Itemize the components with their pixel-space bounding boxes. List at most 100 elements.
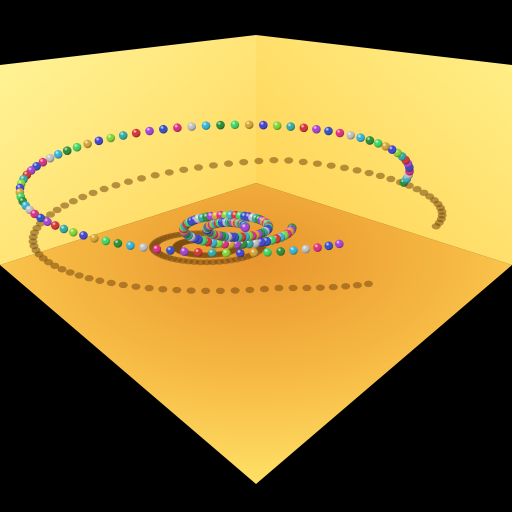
sphere (387, 145, 397, 154)
sphere-shadow (224, 160, 234, 167)
sphere-shadow (111, 182, 121, 189)
sphere-shadow (425, 193, 435, 200)
sphere (106, 133, 116, 143)
sphere (235, 248, 245, 258)
sphere-shadow (28, 233, 38, 241)
sphere (38, 157, 48, 167)
sphere-spiral (15, 120, 414, 258)
sphere (201, 121, 211, 130)
sphere (45, 153, 55, 163)
sphere-shadow (172, 286, 182, 294)
sphere (259, 120, 268, 130)
sphere-shadow (158, 285, 168, 293)
sphere (299, 123, 309, 133)
sphere (193, 248, 203, 257)
sphere (43, 217, 52, 227)
sphere (365, 136, 375, 145)
sphere-shadow (150, 172, 160, 179)
sphere-shadow (259, 285, 269, 293)
sphere-shadow (245, 286, 255, 294)
sphere (381, 142, 390, 151)
sphere (68, 227, 78, 237)
sphere-shadow (144, 284, 154, 292)
sphere (222, 248, 231, 258)
sphere (324, 126, 333, 136)
sphere (216, 120, 225, 130)
sphere (94, 136, 104, 146)
sphere (335, 128, 345, 138)
sphere-shadow (65, 269, 75, 276)
sphere-shadow (74, 272, 84, 279)
floor (0, 183, 512, 484)
sphere-shadow (78, 193, 88, 201)
sphere (276, 247, 285, 256)
sphere (187, 122, 196, 131)
sphere (59, 224, 69, 234)
sphere (79, 231, 88, 240)
sphere-shadow (123, 178, 133, 185)
sphere-shadow (239, 158, 249, 166)
sphere (272, 121, 282, 130)
sphere-shadow (208, 162, 218, 169)
sphere-shadow (179, 166, 189, 173)
sphere (356, 133, 365, 143)
sphere-shadow (352, 282, 362, 289)
sphere (313, 243, 322, 252)
sphere-shadow (386, 175, 396, 183)
sphere-shadow (68, 198, 78, 205)
sphere-shadow (326, 162, 336, 169)
sphere (244, 120, 254, 130)
sphere-shadow (274, 284, 284, 292)
sphere (249, 248, 259, 258)
sphere-shadow (46, 211, 56, 218)
sphere-shadow (328, 283, 338, 291)
sphere-shadow (186, 287, 196, 294)
sphere-shadow (284, 157, 294, 164)
sphere-shadow (137, 175, 147, 182)
sphere-shadow (375, 172, 385, 180)
sphere (301, 244, 311, 254)
sphere-shadow (84, 275, 94, 282)
sphere (72, 142, 82, 152)
sphere (334, 239, 344, 249)
sphere (230, 120, 240, 130)
sphere (126, 241, 135, 250)
sphere-shadow (99, 185, 109, 193)
sphere-shadow (352, 167, 362, 174)
sphere (208, 248, 217, 258)
sphere-shadow (230, 287, 240, 294)
sphere (346, 130, 355, 140)
sphere-shadow (288, 284, 298, 292)
sphere-shadow (339, 164, 349, 172)
sphere-shadow (364, 169, 374, 177)
sphere (53, 150, 63, 159)
sphere (173, 123, 182, 133)
sphere-shadow (106, 279, 116, 287)
sphere-shadow (363, 280, 373, 288)
sphere (62, 146, 72, 155)
sphere-shadow (269, 156, 279, 164)
sphere-shadow (88, 189, 98, 197)
sphere-shadow (118, 281, 128, 289)
sphere-shadow (50, 262, 60, 270)
sphere (145, 126, 154, 136)
sphere-shadow (193, 164, 203, 171)
sphere (36, 213, 45, 223)
sphere (118, 131, 128, 140)
sphere (113, 239, 123, 248)
sphere (166, 246, 175, 255)
sphere-shadow (412, 185, 422, 193)
sphere (90, 233, 99, 243)
sphere-shadow (298, 158, 308, 166)
sphere (179, 247, 189, 256)
sphere-shadow (215, 287, 225, 295)
sphere (312, 124, 321, 134)
sphere-shadow (95, 277, 105, 284)
sphere (101, 236, 111, 246)
sphere (159, 124, 168, 134)
sphere-shadow (52, 206, 62, 214)
sphere-shadow (315, 284, 325, 291)
sphere-shadow (419, 189, 429, 196)
sphere-shadow (254, 157, 264, 165)
